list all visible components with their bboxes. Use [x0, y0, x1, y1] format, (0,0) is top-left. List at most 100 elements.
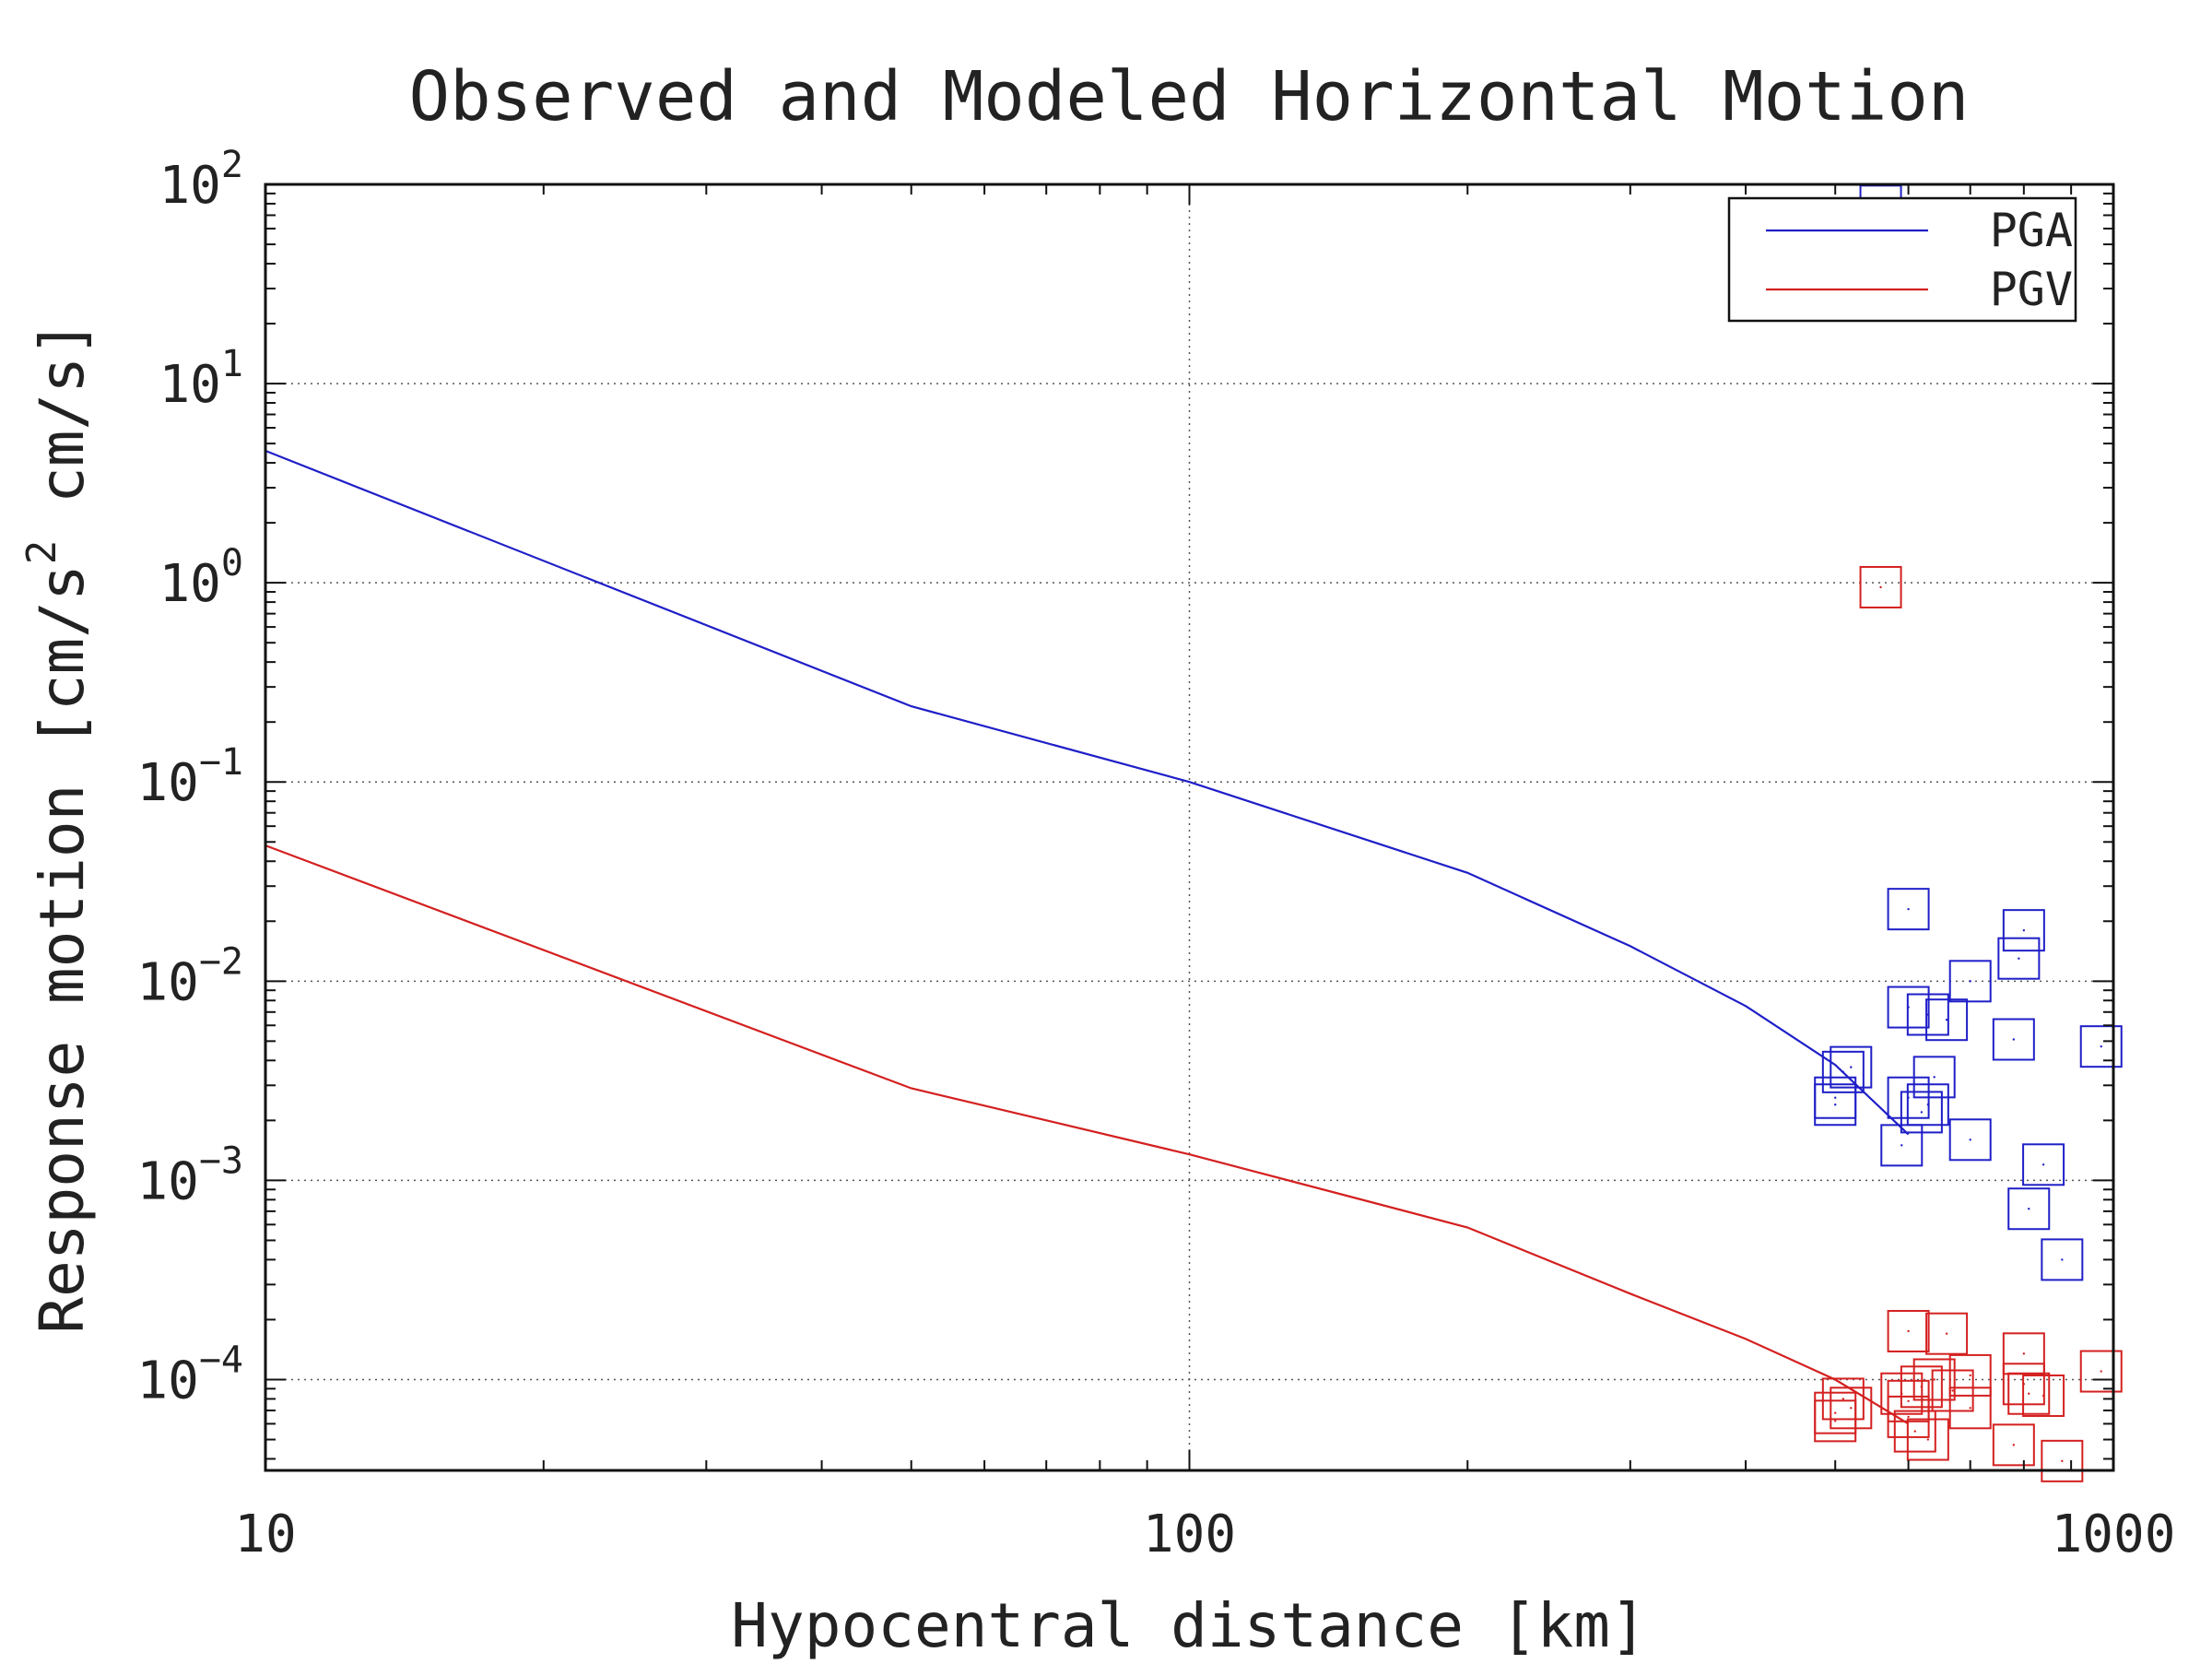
observed-point-center-pga — [2041, 1163, 2045, 1166]
observed-point-center-pga — [2012, 1038, 2016, 1041]
observed-point-center-pga — [1907, 907, 1910, 911]
y-axis-label-exponent: 2 — [18, 540, 65, 565]
x-tick-label: 10 — [234, 1505, 296, 1564]
observed-point-pga — [2079, 1025, 2123, 1068]
observed-point-pgv — [1821, 1377, 1865, 1421]
observed-point-center-pgv — [1834, 1420, 1837, 1422]
observed-point-center-pgv — [2012, 1444, 2016, 1446]
observed-point-pga — [1925, 998, 1969, 1042]
y-axis-label-main: Response motion [cm/s — [27, 564, 98, 1333]
observed-point-pgv — [2041, 1439, 2084, 1482]
x-tick-labels: 10 100 1000 — [234, 1505, 2175, 1564]
y-tick-label: 100 — [159, 542, 243, 614]
legend-box — [1727, 196, 2077, 323]
observed-point-center-pgv — [1907, 1399, 1910, 1402]
y-tick-label: 10−1 — [136, 741, 243, 813]
observed-point-center-pga — [1969, 980, 1971, 983]
y-tick-base: 10 — [136, 1351, 198, 1410]
observed-point-center-pga — [1933, 1076, 1936, 1079]
observed-point-pgv — [1931, 1369, 1974, 1412]
observed-point-pga — [1821, 1050, 1865, 1093]
observed-point-center-pgv — [2041, 1394, 2045, 1398]
observed-point-center-pgv — [1907, 1329, 1910, 1333]
observed-point-pgv — [2022, 1374, 2065, 1417]
observed-point-center-pgv — [1926, 1438, 1930, 1441]
observed-point-center-pga — [1969, 1139, 1971, 1141]
observed-point-center-pga — [2028, 1208, 2030, 1210]
observed-point-center-pgv — [1907, 1415, 1910, 1419]
chart-title: Observed and Modeled Horizontal Motion — [409, 57, 1970, 136]
model-line-pgv — [265, 844, 1910, 1425]
observed-point-pgv — [1912, 1358, 1956, 1401]
y-tick-exponent: −3 — [199, 1139, 243, 1182]
observed-point-pga — [1997, 937, 2041, 980]
observed-point-pgv — [1859, 565, 1902, 608]
y-tick-exponent: −4 — [199, 1339, 243, 1381]
y-tick-base: 10 — [136, 952, 198, 1012]
y-tick-label: 101 — [159, 343, 243, 415]
observed-point-pgv — [1814, 1399, 1857, 1443]
y-tick-exponent: 2 — [221, 144, 243, 186]
observed-point-pgv — [1893, 1410, 1936, 1453]
y-tick-label: 10−3 — [136, 1139, 243, 1211]
x-tick-label: 1000 — [2052, 1505, 2176, 1564]
y-tick-exponent: 1 — [221, 343, 243, 385]
observed-point-center-pgv — [1969, 1407, 1971, 1410]
legend: PGA PGV — [1727, 196, 2077, 323]
y-tick-base: 10 — [159, 554, 220, 614]
observed-point-pga — [1887, 888, 1930, 931]
observed-point-pgv — [2079, 1350, 2123, 1393]
observed-point-center-pgv — [2100, 1370, 2102, 1373]
observed-point-center-pga — [2061, 1258, 2064, 1261]
observed-point-center-pga — [1945, 1019, 1948, 1021]
observed-point-center-pga — [2022, 928, 2026, 932]
observed-point-pgv — [1948, 1353, 1992, 1397]
y-tick-exponent: −1 — [199, 741, 243, 784]
observed-point-pgv — [1880, 1372, 1924, 1415]
y-axis-label: Response motion [cm/s2 cm/s] — [18, 320, 98, 1333]
observed-point-center-pga — [1834, 1103, 1837, 1106]
observed-point-center-pga — [2018, 957, 2020, 960]
observed-point-center-pgv — [1969, 1374, 1971, 1377]
y-tick-base: 10 — [136, 1151, 198, 1211]
observed-point-center-pgv — [1879, 585, 1882, 589]
y-tick-label: 10−4 — [136, 1339, 243, 1410]
observed-point-pgv — [1830, 1387, 1873, 1430]
legend-pga-label: PGA — [1990, 204, 2073, 257]
observed-point-center-pgv — [1951, 1389, 1954, 1392]
observed-point-pga — [2007, 1187, 2051, 1231]
observed-point-pga — [2022, 1143, 2065, 1186]
observed-point-pga — [1814, 1083, 1857, 1127]
observed-point-pga — [1880, 1124, 1924, 1167]
observed-point-pga — [2041, 1238, 2084, 1281]
observed-point-center-pga — [1926, 1103, 1930, 1106]
observed-point-center-pga — [1920, 1111, 1924, 1114]
observed-point-center-pgv — [1841, 1398, 1845, 1400]
observed-point-pgv — [1906, 1418, 1949, 1461]
y-tick-base: 10 — [159, 355, 220, 415]
observed-point-pgv — [1992, 1423, 2035, 1467]
observed-point-center-pgv — [1913, 1430, 1916, 1433]
observed-point-center-pgv — [1933, 1378, 1936, 1381]
observed-point-center-pgv — [2022, 1352, 2026, 1355]
x-axis-label: Hypocentral distance [km] — [731, 1590, 1646, 1659]
observed-point-pgv — [2007, 1372, 2051, 1415]
observed-point-center-pga — [1834, 1096, 1837, 1099]
y-tick-base: 10 — [159, 156, 220, 216]
axis-tick-marks — [265, 183, 2114, 1470]
legend-pgv-label: PGV — [1990, 263, 2073, 316]
observed-point-pgv — [1948, 1387, 1992, 1430]
observed-point-center-pga — [1926, 1013, 1930, 1016]
observed-point-center-pga — [1850, 1066, 1853, 1068]
observed-point-pga — [1948, 1118, 1992, 1162]
observed-point-pgv — [1887, 1309, 1930, 1352]
observed-markers — [1814, 184, 2123, 1482]
observed-point-center-pgv — [1945, 1332, 1948, 1335]
observed-point-pga — [1906, 1083, 1949, 1127]
observed-point-center-pga — [1900, 1144, 1903, 1147]
observed-point-center-pgv — [1834, 1411, 1837, 1414]
observed-point-pga — [2002, 909, 2045, 952]
y-tick-exponent: −2 — [199, 940, 243, 983]
